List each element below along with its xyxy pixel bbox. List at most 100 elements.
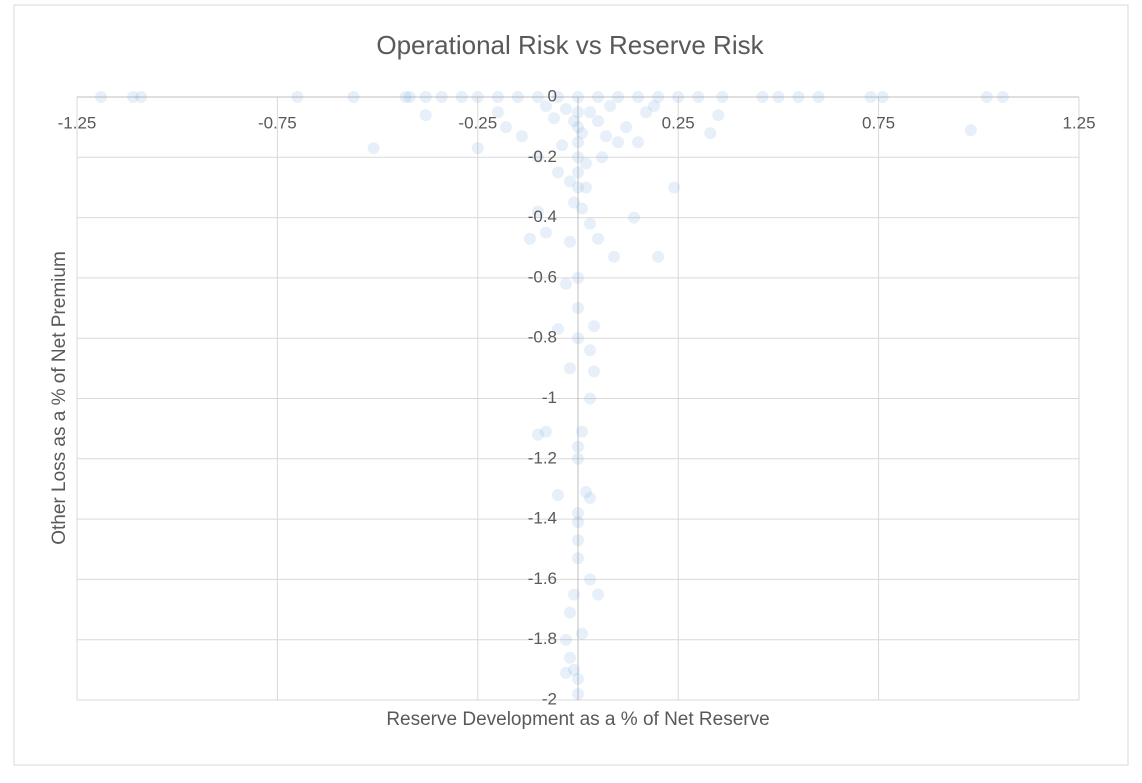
point [347, 91, 360, 103]
point [567, 588, 580, 601]
point [692, 91, 705, 103]
y-tick-label: -0.4 [528, 207, 557, 226]
point [604, 100, 617, 113]
y-tick-label: -2 [542, 689, 557, 708]
point [559, 666, 572, 679]
y-tick-label: -0.8 [528, 328, 557, 347]
point [592, 91, 605, 103]
point [572, 166, 584, 179]
point [592, 588, 605, 601]
point [491, 91, 504, 103]
point [563, 651, 576, 664]
point [596, 151, 609, 164]
point [592, 115, 605, 128]
point [580, 157, 593, 170]
point [572, 534, 584, 547]
point [567, 115, 580, 128]
point [499, 121, 512, 134]
point [576, 425, 589, 438]
chart-title: Operational Risk vs Reserve Risk [376, 30, 764, 60]
point [572, 452, 584, 465]
point [367, 142, 380, 155]
point [652, 91, 665, 103]
point [572, 181, 584, 194]
point [419, 91, 432, 103]
point [652, 250, 665, 263]
point [572, 687, 584, 700]
point [572, 507, 584, 520]
point [612, 136, 625, 149]
point [584, 491, 597, 504]
point [572, 672, 584, 685]
y-tick-label: -1.6 [528, 569, 557, 588]
point [576, 202, 589, 215]
chart-frame [13, 4, 1129, 766]
point [531, 151, 544, 164]
point [551, 323, 564, 336]
point [620, 121, 633, 134]
x-tick-label: 0.25 [662, 113, 695, 132]
point [576, 627, 589, 640]
point [588, 365, 601, 378]
y-tick-label: -1.2 [528, 448, 557, 467]
point [876, 91, 889, 103]
point [648, 100, 661, 113]
point [555, 139, 568, 152]
x-tick-label: 0.75 [862, 113, 895, 132]
point [559, 277, 572, 290]
point [572, 302, 584, 315]
point [792, 91, 805, 103]
y-tick-label: -0.2 [528, 147, 557, 166]
point [576, 127, 589, 140]
point [572, 552, 584, 565]
x-tick-label: -0.25 [458, 113, 497, 132]
point [572, 271, 584, 284]
y-tick-label: -1.8 [528, 629, 557, 648]
point [563, 235, 576, 248]
point [551, 166, 564, 179]
point [515, 130, 528, 143]
point [523, 232, 536, 245]
point [539, 100, 552, 113]
point [471, 142, 484, 155]
point [592, 232, 605, 245]
point [584, 106, 597, 119]
y-tick-label: -1.4 [528, 509, 557, 528]
point [640, 106, 653, 119]
point [531, 205, 544, 218]
point [95, 91, 108, 103]
point [567, 196, 580, 209]
point [399, 91, 412, 103]
point [471, 91, 484, 103]
point [572, 136, 584, 149]
point [531, 428, 544, 441]
point [539, 226, 552, 239]
point [291, 91, 304, 103]
point [628, 211, 641, 224]
point [539, 425, 552, 438]
y-tick-label: -1 [542, 388, 557, 407]
point [572, 106, 584, 119]
point [572, 121, 584, 134]
y-tick-label: -0.6 [528, 267, 557, 286]
point [812, 91, 825, 103]
point [455, 91, 468, 103]
point [584, 573, 597, 586]
point [551, 91, 564, 103]
y-tick-label: 0 [548, 86, 557, 105]
y-axis-title: Other Loss as a % of Net Premium [49, 251, 70, 545]
point [563, 606, 576, 619]
point [584, 344, 597, 357]
point [580, 485, 593, 498]
point [531, 91, 544, 103]
point [135, 91, 148, 103]
point [572, 516, 584, 529]
point [563, 362, 576, 375]
point [996, 91, 1009, 103]
point [572, 91, 584, 103]
point [584, 392, 597, 405]
point [772, 91, 785, 103]
point [580, 181, 593, 194]
